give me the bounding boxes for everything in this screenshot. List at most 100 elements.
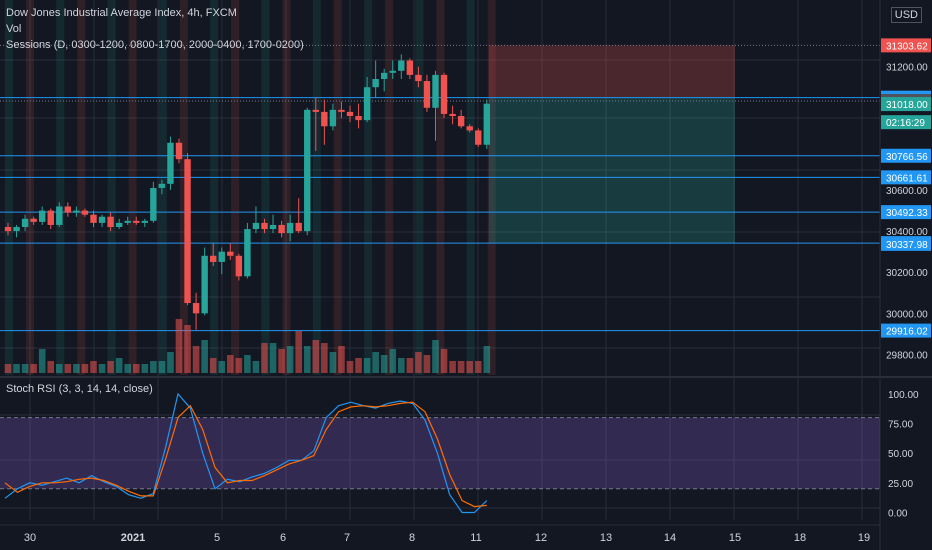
price-tag-label: 29916.02 bbox=[886, 327, 928, 338]
volume-bar bbox=[227, 355, 234, 373]
x-tick-label: 7 bbox=[344, 532, 350, 544]
y-tick-label: 31200.00 bbox=[886, 63, 928, 74]
price-tag-label: 30661.61 bbox=[886, 173, 928, 184]
volume-bar bbox=[389, 349, 397, 373]
candle-body bbox=[321, 111, 328, 127]
session-stripe-red bbox=[333, 0, 342, 375]
session-stripe-red bbox=[77, 0, 86, 375]
stoch-y-tick-label: 100.00 bbox=[888, 390, 919, 401]
x-tick-label: 13 bbox=[600, 532, 612, 544]
volume-bar bbox=[329, 352, 337, 373]
volume-bar bbox=[346, 361, 354, 373]
volume-bar bbox=[252, 361, 260, 373]
session-stripe-red bbox=[282, 0, 291, 375]
price-tag bbox=[881, 236, 931, 251]
candle-body bbox=[346, 111, 354, 116]
position-target-zone bbox=[488, 97, 735, 244]
session-stripe-red bbox=[179, 0, 188, 375]
volume-bar bbox=[415, 352, 422, 373]
candle-body bbox=[158, 183, 166, 188]
session-stripe-red bbox=[385, 0, 394, 375]
x-tick-label: 11 bbox=[470, 532, 481, 544]
volume-bar bbox=[398, 358, 405, 373]
volume-bar bbox=[295, 331, 302, 373]
volume-bar bbox=[303, 346, 311, 373]
candle-body bbox=[415, 74, 422, 82]
y-tick-label: 30000.00 bbox=[886, 309, 928, 320]
candle-body bbox=[124, 220, 131, 223]
volume-bar bbox=[466, 361, 473, 373]
candle-body bbox=[355, 116, 362, 121]
price-tag bbox=[881, 97, 931, 112]
session-stripe-red bbox=[231, 0, 240, 375]
volume-bar bbox=[321, 343, 328, 373]
volume-bar bbox=[372, 352, 379, 373]
x-tick-label: 30 bbox=[24, 532, 36, 544]
volume-bar bbox=[98, 364, 106, 373]
candle-body bbox=[192, 303, 200, 314]
y-tick-label: 30200.00 bbox=[886, 268, 928, 279]
candle-body bbox=[47, 210, 54, 225]
stoch-y-tick-label: 50.00 bbox=[888, 449, 913, 460]
volume-bar bbox=[244, 355, 251, 373]
price-tag bbox=[881, 38, 931, 53]
candle-body bbox=[98, 216, 106, 223]
session-stripe-green bbox=[312, 0, 321, 375]
x-tick-label: 12 bbox=[535, 532, 547, 544]
candle-body bbox=[21, 218, 29, 227]
candle-body bbox=[483, 103, 490, 145]
volume-bar bbox=[192, 346, 200, 373]
candle-body bbox=[175, 142, 183, 160]
volume-bar bbox=[380, 355, 388, 373]
candle-body bbox=[218, 251, 225, 262]
candle-body bbox=[150, 187, 157, 221]
volume-bar bbox=[21, 364, 29, 373]
volume-bar bbox=[278, 349, 285, 373]
volume-bar bbox=[218, 361, 226, 373]
candle-body bbox=[466, 126, 473, 131]
price-tag-label: 31303.62 bbox=[886, 41, 928, 52]
session-stripe-red bbox=[128, 0, 137, 375]
position-stop-zone bbox=[488, 45, 735, 98]
stoch-rsi-label[interactable]: Stoch RSI (3, 3, 14, 14, close) bbox=[6, 383, 153, 395]
candle-body bbox=[252, 222, 260, 230]
volume-bar bbox=[158, 361, 166, 373]
session-stripe-red bbox=[487, 0, 496, 375]
volume-bar bbox=[440, 349, 448, 373]
price-tag bbox=[881, 148, 931, 163]
x-tick-label: 2021 bbox=[121, 532, 145, 544]
candle-body bbox=[381, 72, 388, 79]
candle-body bbox=[286, 222, 294, 234]
volume-bar bbox=[150, 361, 157, 373]
candle-body bbox=[312, 109, 319, 112]
volume-bar bbox=[56, 364, 63, 373]
sessions-indicator-label[interactable]: Sessions (D, 0300-1200, 0800-1700, 2000-… bbox=[6, 39, 304, 51]
volume-indicator-label[interactable]: Vol bbox=[6, 23, 22, 35]
volume-bar bbox=[167, 352, 174, 373]
candle-body bbox=[133, 220, 140, 223]
candle-body bbox=[398, 60, 405, 71]
price-tag-label: 31018.00 bbox=[886, 100, 928, 111]
currency-button[interactable]: USD bbox=[890, 7, 922, 23]
candle-body bbox=[338, 109, 345, 112]
candle-body bbox=[201, 255, 208, 314]
price-tag-label: 02:16:29 bbox=[886, 118, 925, 129]
volume-bar bbox=[474, 361, 482, 373]
candle-body bbox=[81, 210, 89, 215]
candle-body bbox=[440, 74, 448, 114]
candle-body bbox=[406, 60, 414, 75]
session-stripe-green bbox=[364, 0, 373, 375]
stoch-band bbox=[0, 417, 880, 489]
candle-body bbox=[261, 222, 268, 230]
x-tick-label: 6 bbox=[280, 532, 286, 544]
candle-body bbox=[167, 142, 174, 184]
volume-bar bbox=[483, 346, 491, 373]
volume-bar bbox=[81, 364, 89, 373]
volume-bar bbox=[201, 340, 208, 373]
volume-bar bbox=[90, 361, 97, 373]
candle-body bbox=[184, 159, 191, 304]
volume-bar bbox=[4, 364, 12, 373]
session-stripe-red bbox=[26, 0, 34, 375]
stoch-d-line bbox=[4, 401, 487, 508]
